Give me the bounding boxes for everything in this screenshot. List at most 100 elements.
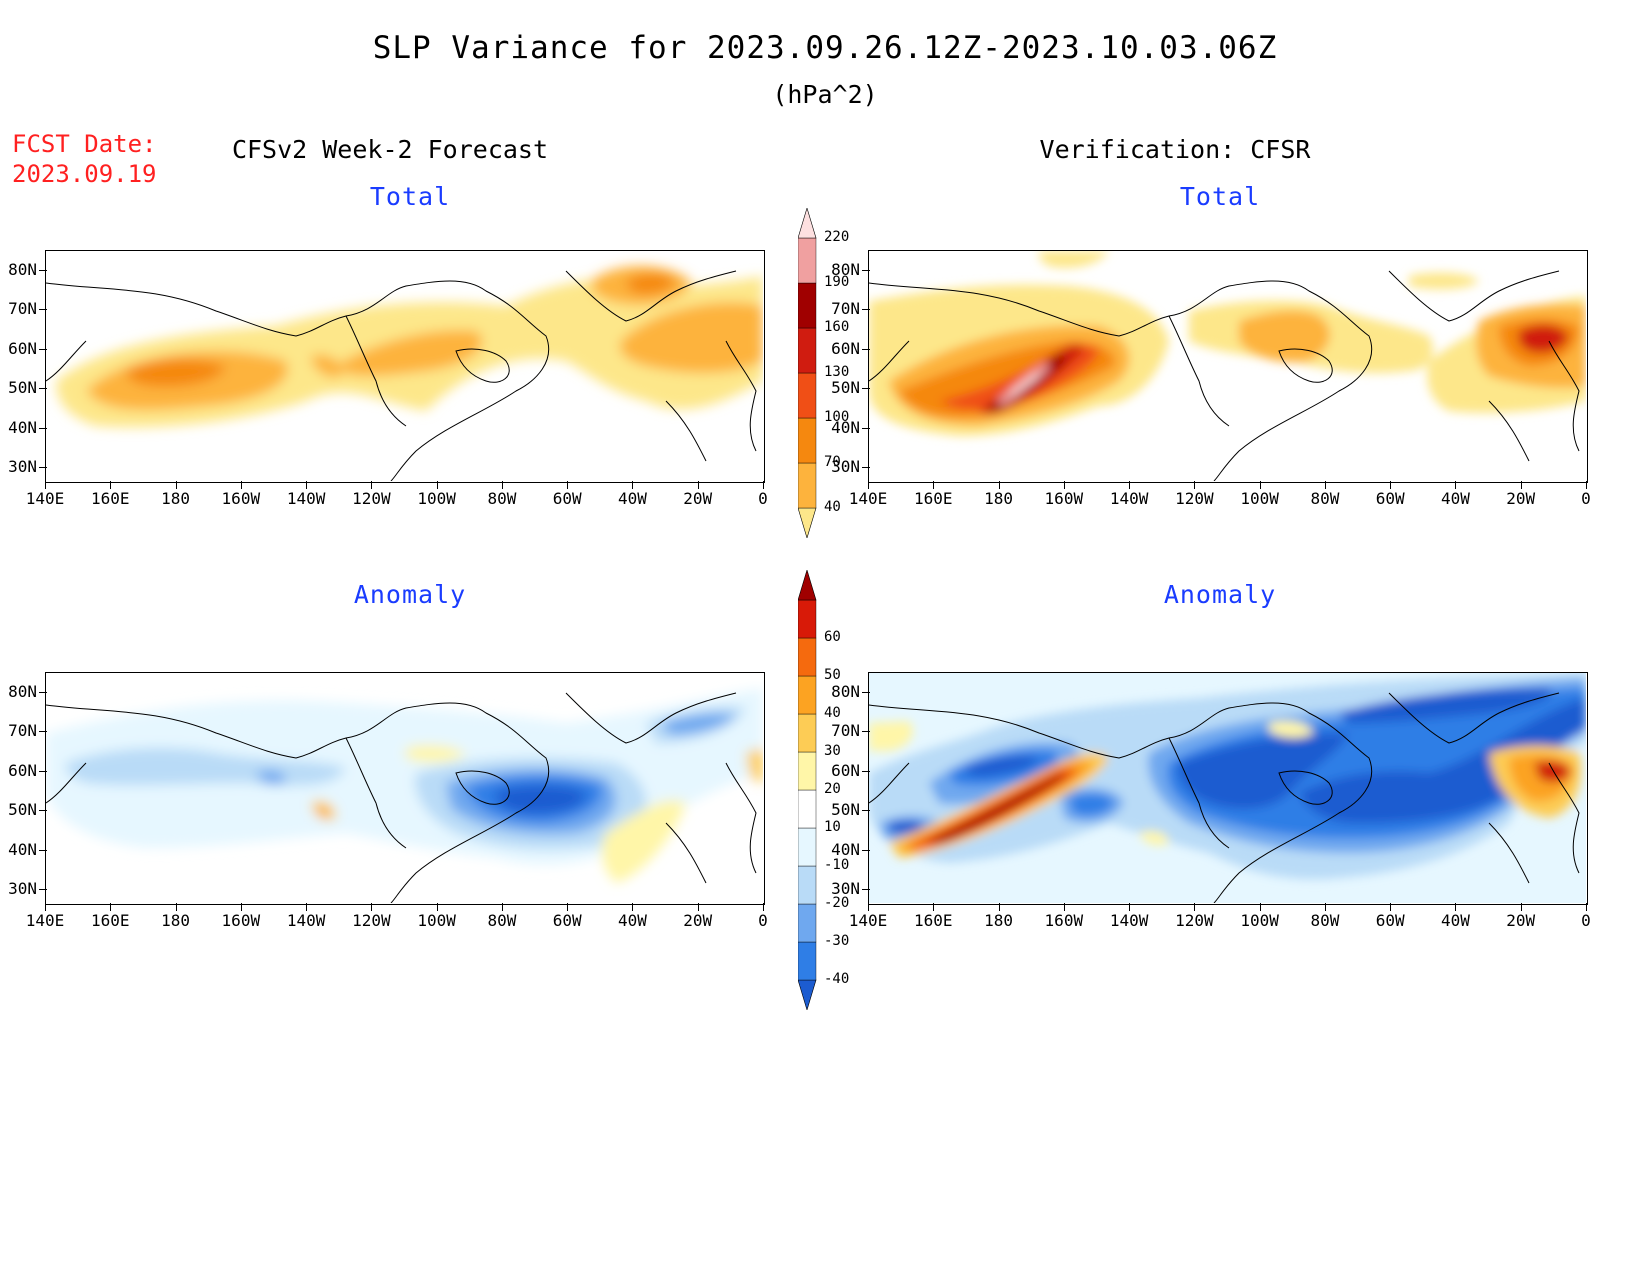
ver-total-lon-tick: [1390, 481, 1392, 489]
ver-total-lon-tick: [1520, 481, 1522, 489]
anomaly-colorbar-label: -10: [824, 857, 850, 873]
ver-anom-lon-label: 80W: [1310, 911, 1340, 930]
ver-anom-lat-label: 70N: [831, 721, 860, 740]
fc-anom-lon-label: 140W: [286, 911, 326, 930]
forecast-total-map: [45, 250, 765, 483]
fc-total-lon-label: 20W: [683, 489, 713, 508]
ver-total-lat-label: 80N: [831, 260, 860, 279]
ver-anom-lon-tick: [1259, 903, 1261, 911]
fc-anom-lon-label: 0: [758, 911, 768, 930]
total-colorbar-high-triangle: [798, 208, 817, 239]
ver-anom-lat-tick: [862, 692, 870, 693]
fc-total-lon-label: 140W: [286, 489, 326, 508]
fc-anom-lon-label: 160W: [221, 911, 261, 930]
anomaly-colorbar-label: -30: [824, 933, 850, 949]
total-colorbar-label: 190: [824, 274, 850, 290]
anomaly-colorbar-label: 20: [824, 781, 841, 797]
ver-anom-lon-tick: [933, 903, 935, 911]
anomaly-colorbar-swatch: [798, 751, 817, 791]
anomaly-colorbar-high-triangle: [798, 570, 817, 601]
fc-anom-lat-tick: [39, 731, 47, 732]
ver-anom-lat-label: 80N: [831, 682, 860, 701]
fc-anom-lon-tick: [45, 903, 46, 911]
anomaly-colorbar-label: 60: [824, 629, 841, 645]
forecast-anomaly-title: Anomaly: [353, 580, 467, 609]
fc-anom-lat-label: 50N: [8, 800, 37, 819]
fc-anom-lat-label: 70N: [8, 721, 37, 740]
total-colorbar-low-triangle: [798, 507, 817, 538]
anomaly-colorbar-label: 30: [824, 743, 841, 759]
ver-total-lat-label: 70N: [831, 299, 860, 318]
fc-total-lon-label: 160E: [91, 489, 130, 508]
ver-total-lon-label: 140E: [848, 489, 888, 508]
total-colorbar-swatch: [798, 327, 817, 374]
ver-total-lat-label: 60N: [831, 339, 860, 358]
fc-total-lat-label: 70N: [8, 299, 37, 318]
fc-total-lon-tick: [175, 481, 177, 489]
anomaly-colorbar-swatch: [798, 637, 817, 677]
fc-total-lat-tick: [39, 467, 47, 468]
ver-anom-lon-label: 180: [984, 911, 1013, 930]
fc-anom-lon-label: 40W: [618, 911, 647, 930]
fc-anom-lon-tick: [110, 903, 112, 911]
verification-total-title: Total: [1179, 182, 1261, 211]
ver-total-lon-label: 40W: [1441, 489, 1470, 508]
ver-total-lon-label: 120W: [1175, 489, 1214, 508]
ver-anom-lat-label: 40N: [831, 840, 860, 859]
anomaly-colorbar-labels: -40 -30 -20 -10 10 20 30 40 50 60: [820, 570, 870, 1010]
fc-total-lat-label: 30N: [8, 457, 37, 476]
ver-total-lon-tick: [1324, 481, 1326, 489]
anomaly-colorbar-low-triangle: [798, 979, 817, 1010]
fc-anom-lat-label: 40N: [8, 840, 37, 859]
ver-total-lon-tick: [868, 481, 869, 489]
fc-total-lon-label: 140E: [25, 489, 65, 508]
fc-total-lon-tick: [632, 481, 634, 489]
ver-total-lon-label: 100W: [1240, 489, 1279, 508]
anomaly-colorbar-swatch: [798, 675, 817, 715]
anomaly-colorbar-swatch: [798, 865, 817, 905]
main-title: SLP Variance for 2023.09.26.12Z-2023.10.…: [372, 30, 1278, 66]
fc-anom-lon-label: 120W: [352, 911, 391, 930]
ver-anom-lat-label: 30N: [831, 879, 860, 898]
fc-total-lon-label: 120W: [352, 489, 391, 508]
fc-total-lat-label: 80N: [8, 260, 37, 279]
ver-anom-lon-label: 160E: [914, 911, 953, 930]
anomaly-colorbar-swatch: [798, 599, 817, 639]
fc-anom-lat-label: 30N: [8, 879, 37, 898]
forecast-anomaly-map: [45, 672, 765, 905]
fc-anom-lon-tick: [567, 903, 569, 911]
ver-anom-lon-tick: [868, 903, 869, 911]
total-colorbar-swatch: [798, 462, 817, 509]
ver-total-lat-label: 50N: [831, 378, 860, 397]
ver-anom-lon-label: 140E: [848, 911, 888, 930]
fc-anom-lat-label: 60N: [8, 761, 37, 780]
ver-anom-lat-tick: [862, 771, 870, 772]
total-colorbar-labels: 40 70 100 130 160 190 220: [820, 208, 870, 538]
ver-total-lon-tick: [1194, 481, 1196, 489]
ver-total-lon-tick: [1129, 481, 1131, 489]
fcst-date-label: FCST Date:: [12, 130, 157, 158]
fc-anom-lat-tick: [39, 692, 47, 693]
anomaly-colorbar-swatch: [798, 941, 817, 981]
ver-anom-lon-tick: [1194, 903, 1196, 911]
ver-total-lon-label: 80W: [1310, 489, 1340, 508]
fc-anom-lon-label: 100W: [417, 911, 456, 930]
ver-total-lat-tick: [862, 428, 870, 429]
fc-total-lon-tick: [371, 481, 373, 489]
ver-anom-lon-label: 40W: [1441, 911, 1470, 930]
units-label: (hPa^2): [772, 80, 878, 109]
fc-anom-lon-tick: [175, 903, 177, 911]
ver-total-lon-tick: [1259, 481, 1261, 489]
ver-anom-lat-label: 60N: [831, 761, 860, 780]
fc-total-lon-tick: [436, 481, 438, 489]
fc-anom-lon-tick: [763, 903, 764, 911]
total-colorbar-label: 100: [824, 409, 850, 425]
fc-total-lon-tick: [45, 481, 46, 489]
total-colorbar-swatch: [798, 282, 817, 329]
fc-total-lon-tick: [501, 481, 503, 489]
fc-anom-lat-tick: [39, 850, 47, 851]
ver-anom-lon-label: 0: [1581, 911, 1591, 930]
fc-total-lon-label: 180: [161, 489, 190, 508]
total-colorbar-swatch: [798, 237, 817, 284]
ver-total-lat-tick: [862, 309, 870, 310]
